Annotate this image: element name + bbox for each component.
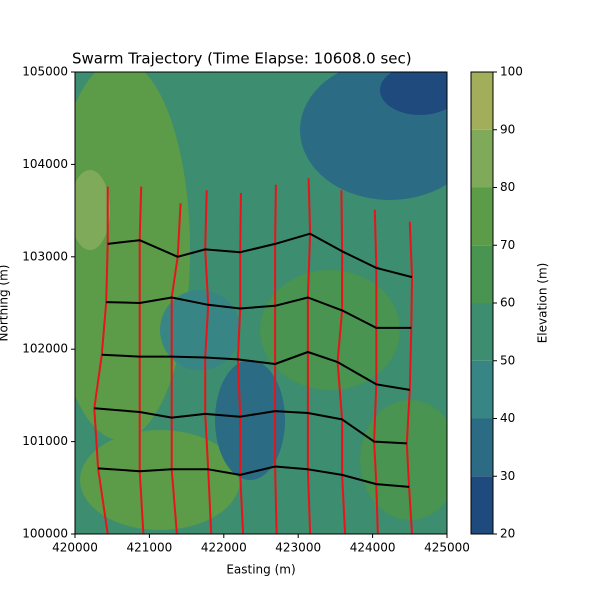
y-tick-label: 101000 — [22, 434, 68, 448]
colorbar-band — [471, 418, 493, 477]
terrain-patch — [75, 72, 190, 440]
terrain-patch — [360, 400, 447, 520]
colorbar-band — [471, 72, 493, 130]
terrain-patch — [215, 360, 285, 480]
colorbar-band — [471, 187, 493, 246]
x-tick-label: 425000 — [424, 541, 470, 555]
chart-title: Swarm Trajectory (Time Elapse: 10608.0 s… — [72, 50, 412, 68]
terrain-patch — [75, 170, 110, 250]
y-tick-label: 100000 — [22, 527, 68, 541]
x-tick-label: 420000 — [52, 541, 98, 555]
colorbar-tick-label: 20 — [500, 527, 515, 541]
colorbar-tick-label: 80 — [500, 180, 515, 194]
colorbar-tick-label: 60 — [500, 296, 515, 310]
y-axis-label: Northing (m) — [0, 265, 11, 342]
x-tick-label: 423000 — [275, 541, 321, 555]
formation-line — [107, 232, 413, 279]
x-tick-label: 421000 — [126, 541, 172, 555]
x-tick-label: 424000 — [350, 541, 396, 555]
terrain — [75, 72, 447, 534]
x-tick-label: 422000 — [201, 541, 247, 555]
formation-line — [98, 465, 410, 488]
terrain-patch — [260, 270, 400, 390]
colorbar-tick-label: 70 — [500, 238, 515, 252]
colorbar-band — [471, 303, 493, 361]
formation-line — [106, 296, 412, 329]
colorbar-band — [471, 360, 493, 419]
colorbar-tick-label: 90 — [500, 122, 515, 136]
colorbar-tick-label: 100 — [500, 65, 523, 79]
colorbar-tick-label: 30 — [500, 469, 515, 483]
y-tick-label: 103000 — [22, 249, 68, 263]
plot-frame — [74, 71, 448, 535]
colorbar-label: Elevation (m) — [536, 263, 550, 344]
formation-line — [101, 351, 410, 391]
formation-line — [94, 407, 407, 445]
y-tick-label: 104000 — [22, 157, 68, 171]
y-tick-label: 105000 — [22, 65, 68, 79]
terrain-patch — [160, 290, 240, 370]
terrain-patch — [80, 430, 240, 530]
colorbar-tick-label: 40 — [500, 411, 515, 425]
plot-marks — [93, 178, 413, 535]
x-axis-label: Easting (m) — [226, 563, 295, 577]
y-tick-label: 102000 — [22, 342, 68, 356]
colorbar-band — [471, 129, 493, 188]
colorbar-band — [471, 476, 493, 534]
terrain-patch — [380, 72, 447, 115]
colorbar-tick-label: 50 — [500, 353, 515, 367]
colorbar-band — [471, 245, 493, 303]
